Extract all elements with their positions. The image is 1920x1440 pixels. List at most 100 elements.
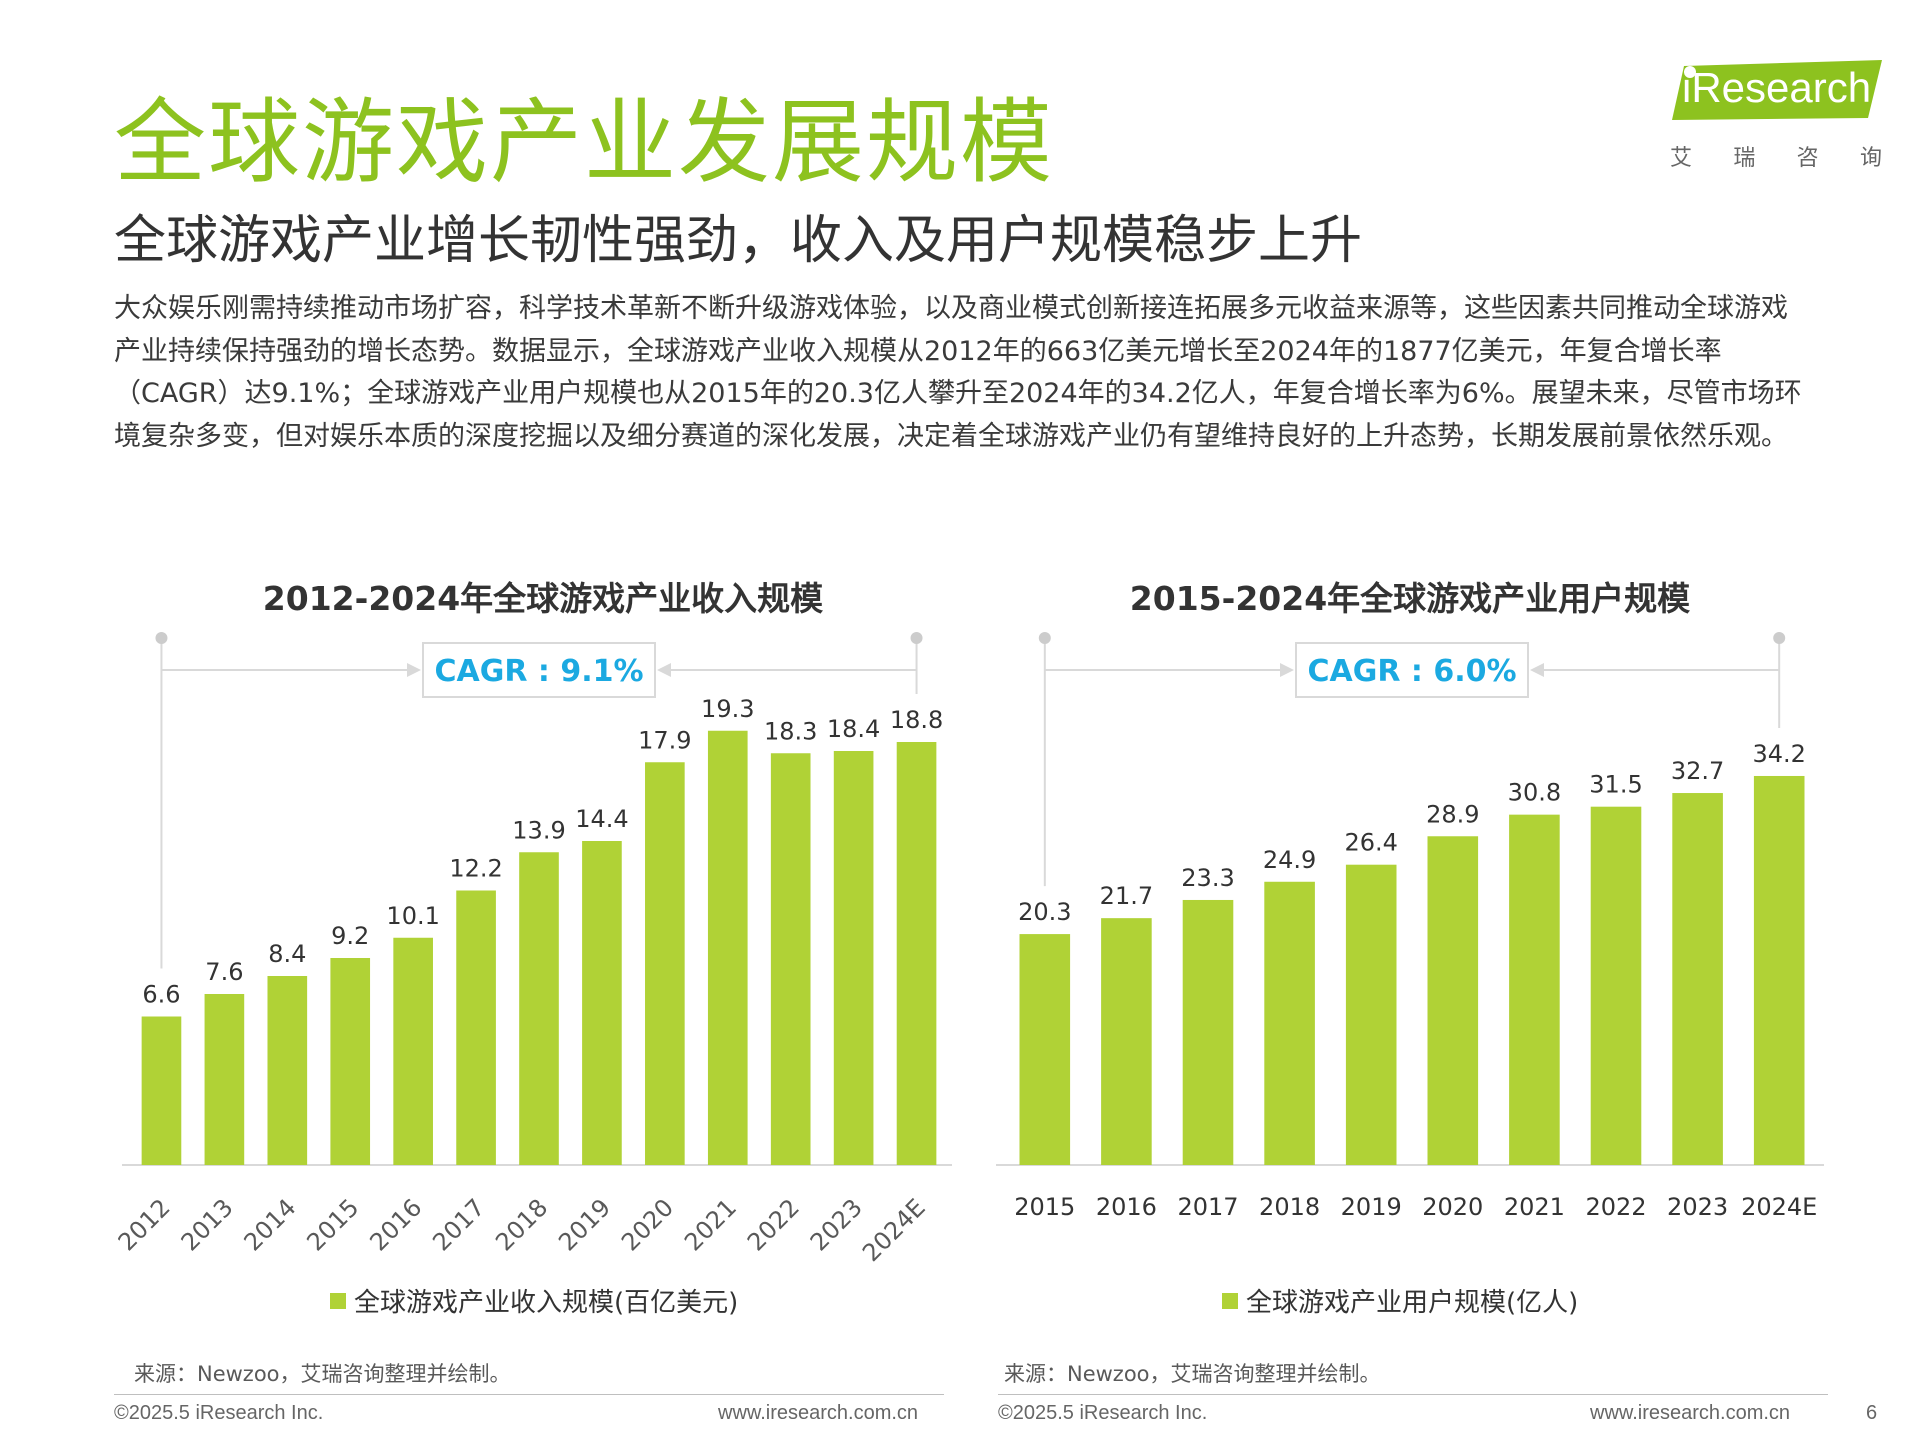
logo-char: 艾: [1670, 146, 1693, 171]
cagr-box: [1295, 642, 1529, 698]
bar: [456, 890, 496, 1165]
x-tick-label: 2021: [679, 1193, 742, 1256]
logo-char: 咨: [1796, 146, 1819, 171]
data-label: 13.9: [512, 816, 565, 844]
bar: [1672, 793, 1723, 1165]
logo-word: iResearch: [1682, 64, 1872, 111]
bar: [1590, 806, 1642, 1165]
data-label: 32.7: [1671, 757, 1724, 785]
data-label: 31.5: [1589, 771, 1642, 799]
data-label: 30.8: [1508, 779, 1561, 807]
cagr-arrow-head: [657, 663, 671, 677]
bar: [1345, 864, 1397, 1165]
data-label: 9.2: [331, 922, 369, 950]
data-label: 12.2: [449, 855, 502, 883]
bar: [770, 753, 811, 1165]
bar: [1264, 881, 1315, 1165]
cagr-box: [422, 642, 656, 698]
bar: [1753, 775, 1805, 1165]
legend-label: 全球游戏产业用户规模(亿人): [1246, 1288, 1579, 1318]
data-label: 10.1: [386, 902, 439, 930]
bar: [519, 852, 559, 1165]
chart-title-revenue: 2012-2024年全球游戏产业收入规模: [262, 579, 824, 618]
footer-website: www.iresearch.com.cn: [718, 1402, 919, 1424]
x-tick-label: 2012: [118, 1193, 176, 1256]
x-tick-label: 2019: [553, 1193, 616, 1256]
data-label: 17.9: [638, 726, 691, 754]
data-label: 34.2: [1752, 740, 1805, 768]
x-tick-label: 2024E: [857, 1193, 931, 1267]
bar: [204, 994, 245, 1165]
x-tick-label: 2022: [742, 1193, 805, 1256]
bar: [1019, 934, 1071, 1165]
footer-divider-right: [998, 1394, 1828, 1395]
users-bar-chart: 20.3 2015 21.7 2016 23.3 2017 24.9 2018 26.4 2019…: [996, 632, 1824, 1221]
x-tick-label: 2021: [1504, 1193, 1565, 1221]
x-tick-label: 2017: [427, 1193, 490, 1256]
page-number: 6: [1866, 1402, 1878, 1424]
data-label: 28.9: [1426, 800, 1479, 828]
bar: [267, 976, 308, 1165]
legend-swatch: [330, 1292, 346, 1309]
data-label: 7.6: [205, 958, 243, 986]
legend-users: 全球游戏产业用户规模(亿人): [1222, 1282, 1578, 1319]
data-label: 14.4: [575, 805, 628, 833]
bar: [582, 841, 622, 1165]
x-tick-label: 2016: [364, 1193, 427, 1256]
data-label: 23.3: [1181, 864, 1234, 892]
iresearch-logo: iResearch 艾 瑞 咨 询: [1670, 60, 1882, 172]
x-tick-label: 2020: [1422, 1193, 1483, 1221]
data-label: 21.7: [1100, 882, 1153, 910]
logo-chinese-name: 艾 瑞 咨 询: [1670, 140, 1882, 172]
x-tick-label: 2017: [1177, 1193, 1238, 1221]
logo-char: 询: [1859, 146, 1882, 171]
data-label: 20.3: [1018, 898, 1071, 926]
bar: [330, 958, 371, 1165]
chart-title-users: 2015-2024年全球游戏产业用户规模: [1129, 579, 1691, 618]
legend-label: 全球游戏产业收入规模(百亿美元): [354, 1288, 739, 1318]
x-tick-label: 2018: [490, 1193, 553, 1256]
footer-copyright: ©2025.5 iResearch Inc.: [114, 1402, 324, 1424]
cagr-arrow-head: [1530, 663, 1544, 677]
cagr-label: CAGR : 9.1%: [434, 654, 643, 689]
cagr-label: CAGR : 6.0%: [1307, 654, 1516, 689]
footer-copyright: ©2025.5 iResearch Inc.: [998, 1402, 1208, 1424]
page-subtitle: 全球游戏产业增长韧性强劲，收入及用户规模稳步上升: [114, 211, 1363, 271]
data-label: 26.4: [1344, 829, 1397, 857]
cagr-arrow-head: [407, 663, 421, 677]
bar: [1182, 899, 1234, 1165]
x-tick-label: 2014: [239, 1193, 302, 1256]
cagr-arrow-head: [1280, 663, 1294, 677]
bar: [1101, 918, 1152, 1165]
data-label: 6.6: [142, 981, 180, 1009]
bar: [1509, 814, 1560, 1165]
data-label: 18.4: [827, 715, 880, 743]
x-tick-label: 2018: [1259, 1193, 1320, 1221]
cagr-start-dot: [1038, 632, 1051, 644]
legend-revenue: 全球游戏产业收入规模(百亿美元): [330, 1282, 738, 1319]
x-tick-label: 2016: [1096, 1193, 1157, 1221]
cagr-end-dot: [1773, 632, 1786, 644]
data-label: 18.8: [890, 706, 943, 734]
x-tick-label: 2024E: [1741, 1193, 1817, 1221]
data-label: 8.4: [268, 940, 306, 968]
x-tick-label: 2015: [301, 1193, 364, 1256]
logo-char: 瑞: [1733, 146, 1756, 171]
bar: [833, 751, 874, 1165]
x-tick-label: 2022: [1585, 1193, 1646, 1221]
bar: [1427, 836, 1479, 1165]
x-tick-label: 2013: [176, 1193, 239, 1256]
footer-website: www.iresearch.com.cn: [1590, 1402, 1791, 1424]
bar: [707, 730, 748, 1165]
footer-divider-left: [114, 1394, 944, 1395]
bar: [896, 742, 937, 1165]
revenue-bar-chart: 6.6 2012 7.6 2013 8.4 2014 9.2 2015 10.1 2016 12.2…: [118, 632, 952, 1267]
data-label: 24.9: [1263, 846, 1316, 874]
bar: [141, 1016, 182, 1165]
cagr-start-dot: [155, 632, 168, 644]
x-tick-label: 2015: [1014, 1193, 1075, 1221]
x-tick-label: 2019: [1341, 1193, 1402, 1221]
legend-swatch: [1222, 1292, 1238, 1309]
x-tick-label: 2023: [1667, 1193, 1728, 1221]
data-label: 18.3: [764, 717, 817, 745]
